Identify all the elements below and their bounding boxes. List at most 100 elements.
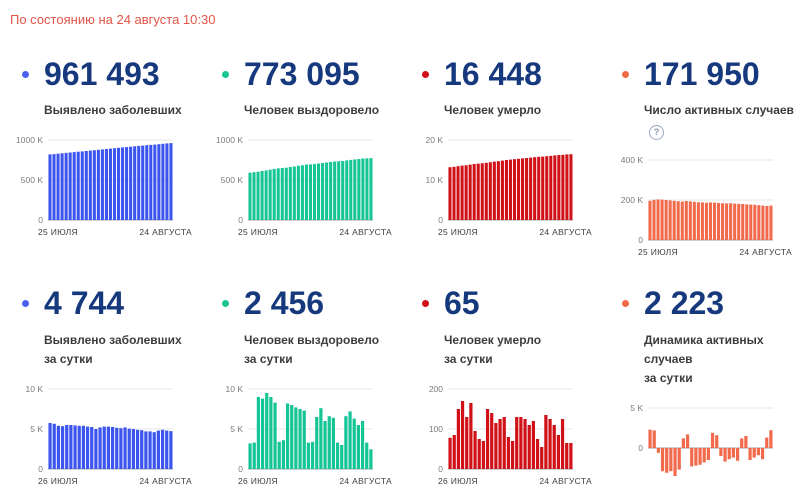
panel-confirmed-total: 961 493 Выявлено заболевших 1000 K 500 K 0… bbox=[10, 56, 210, 260]
svg-text:25 ИЮЛЯ: 25 ИЮЛЯ bbox=[238, 227, 278, 237]
svg-text:10 K: 10 K bbox=[26, 384, 44, 394]
svg-text:0: 0 bbox=[638, 235, 643, 245]
svg-text:26 ИЮЛЯ: 26 ИЮЛЯ bbox=[38, 476, 78, 486]
stat-label-line1: Человек выздоровело bbox=[244, 332, 380, 347]
stat-label-line2: за сутки bbox=[444, 351, 493, 366]
svg-text:10 K: 10 K bbox=[226, 384, 244, 394]
stat-label-line2: за сутки bbox=[244, 351, 293, 366]
svg-text:5 K: 5 K bbox=[630, 403, 643, 413]
stat-value: 65 bbox=[444, 285, 480, 322]
svg-text:500 K: 500 K bbox=[221, 175, 244, 185]
accent-dot-icon bbox=[22, 71, 29, 79]
stat-value: 4 744 bbox=[44, 285, 125, 322]
stat-label: Человек умерло за сутки bbox=[444, 331, 610, 369]
stat-label: Человек выздоровело за сутки bbox=[244, 331, 410, 369]
accent-dot-icon bbox=[622, 71, 629, 79]
deaths-total-chart[interactable]: 20 K 10 K 0 25 ИЮЛЯ 24 АВГУСТА bbox=[410, 128, 610, 240]
confirmed-daily-chart[interactable]: 10 K 5 K 0 26 ИЮЛЯ 24 АВГУСТА bbox=[10, 377, 210, 489]
stat-label-line1: Динамика активных случаев bbox=[644, 332, 764, 366]
stat-label-text: Число активных случаев bbox=[644, 103, 794, 118]
svg-text:25 ИЮЛЯ: 25 ИЮЛЯ bbox=[438, 227, 478, 237]
stat-label: Выявлено заболевших bbox=[44, 101, 210, 120]
accent-dot-icon bbox=[22, 300, 29, 308]
svg-text:24 АВГУСТА: 24 АВГУСТА bbox=[539, 227, 592, 237]
stat-value: 2 456 bbox=[244, 285, 325, 322]
stat-label-line1: Человек выздоровело bbox=[244, 103, 380, 118]
stat-label-line2: за сутки bbox=[44, 351, 93, 366]
stat-label-line2: за сутки bbox=[644, 370, 693, 385]
stats-grid: 961 493 Выявлено заболевших 1000 K 500 K 0… bbox=[10, 56, 800, 492]
stat-label: Выявлено заболевших за сутки bbox=[44, 331, 210, 369]
stat-label-line1: Человек умерло bbox=[444, 103, 542, 118]
headline: 4 744 bbox=[22, 286, 210, 321]
svg-text:0: 0 bbox=[38, 215, 43, 225]
panel-active-total: 171 950 Число активных случаев? 400 K 200… bbox=[610, 56, 800, 260]
headline: 2 456 bbox=[222, 286, 410, 321]
svg-text:200 K: 200 K bbox=[621, 195, 644, 205]
svg-text:24 АВГУСТА: 24 АВГУСТА bbox=[739, 247, 792, 257]
panel-active-dynamics: 2 223 Динамика активных случаев за сутки… bbox=[610, 286, 800, 492]
svg-text:0: 0 bbox=[38, 464, 43, 474]
svg-text:20 K: 20 K bbox=[426, 135, 444, 145]
recovered-total-chart[interactable]: 1000 K 500 K 0 25 ИЮЛЯ 24 АВГУСТА bbox=[210, 128, 410, 240]
svg-text:24 АВГУСТА: 24 АВГУСТА bbox=[339, 227, 392, 237]
as-of-date: По состоянию на 24 августа 10:30 bbox=[10, 12, 216, 27]
stat-label: Человек умерло bbox=[444, 101, 610, 120]
svg-text:0: 0 bbox=[638, 443, 643, 453]
confirmed-total-chart[interactable]: 1000 K 500 K 0 25 ИЮЛЯ 24 АВГУСТА bbox=[10, 128, 210, 240]
stat-label: Динамика активных случаев за сутки bbox=[644, 331, 800, 389]
svg-text:0: 0 bbox=[238, 464, 243, 474]
stat-label-line1: Число активных случаев? bbox=[644, 101, 800, 141]
svg-text:0: 0 bbox=[438, 215, 443, 225]
svg-text:24 АВГУСТА: 24 АВГУСТА bbox=[539, 476, 592, 486]
svg-text:24 АВГУСТА: 24 АВГУСТА bbox=[139, 476, 192, 486]
stat-value: 2 223 bbox=[644, 285, 725, 322]
accent-dot-icon bbox=[222, 300, 229, 308]
accent-dot-icon bbox=[422, 300, 429, 308]
svg-text:25 ИЮЛЯ: 25 ИЮЛЯ bbox=[638, 247, 678, 257]
svg-text:10 K: 10 K bbox=[426, 175, 444, 185]
svg-text:26 ИЮЛЯ: 26 ИЮЛЯ bbox=[238, 476, 278, 486]
stat-label-line1: Человек умерло bbox=[444, 332, 542, 347]
active-total-chart[interactable]: 400 K 200 K 0 25 ИЮЛЯ 24 АВГУСТА bbox=[610, 148, 800, 260]
accent-dot-icon bbox=[622, 300, 629, 308]
stat-value: 16 448 bbox=[444, 56, 542, 92]
help-icon[interactable]: ? bbox=[649, 125, 664, 141]
svg-text:24 АВГУСТА: 24 АВГУСТА bbox=[139, 227, 192, 237]
stat-value: 961 493 bbox=[44, 56, 160, 92]
panel-recovered-daily: 2 456 Человек выздоровело за сутки 10 K 5… bbox=[210, 286, 410, 492]
panel-deaths-total: 16 448 Человек умерло 20 K 10 K 0 25 ИЮЛЯ 24… bbox=[410, 56, 610, 260]
panel-confirmed-daily: 4 744 Выявлено заболевших за сутки 10 K 5… bbox=[10, 286, 210, 492]
accent-dot-icon bbox=[222, 71, 229, 79]
svg-text:100: 100 bbox=[429, 424, 443, 434]
stat-value: 773 095 bbox=[244, 56, 360, 92]
headline: 16 448 bbox=[422, 56, 610, 92]
recovered-daily-chart[interactable]: 10 K 5 K 0 26 ИЮЛЯ 24 АВГУСТА bbox=[210, 377, 410, 489]
svg-text:5 K: 5 K bbox=[230, 424, 243, 434]
svg-text:200: 200 bbox=[429, 384, 443, 394]
stat-label: Число активных случаев? bbox=[644, 101, 800, 141]
headline: 65 bbox=[422, 286, 610, 321]
panel-deaths-daily: 65 Человек умерло за сутки 200 100 0 26 ИЮЛ… bbox=[410, 286, 610, 492]
svg-text:5 K: 5 K bbox=[30, 424, 43, 434]
svg-text:400 K: 400 K bbox=[621, 155, 644, 165]
svg-text:0: 0 bbox=[438, 464, 443, 474]
headline: 171 950 bbox=[622, 56, 800, 92]
svg-text:25 ИЮЛЯ: 25 ИЮЛЯ bbox=[38, 227, 78, 237]
svg-text:24 АВГУСТА: 24 АВГУСТА bbox=[339, 476, 392, 486]
accent-dot-icon bbox=[422, 71, 429, 79]
deaths-daily-chart[interactable]: 200 100 0 26 ИЮЛЯ 24 АВГУСТА bbox=[410, 377, 610, 489]
svg-text:0: 0 bbox=[238, 215, 243, 225]
svg-text:500 K: 500 K bbox=[21, 175, 44, 185]
stat-label-line1: Выявлено заболевших bbox=[44, 103, 182, 118]
stat-label: Человек выздоровело bbox=[244, 101, 410, 120]
stat-value: 171 950 bbox=[644, 56, 760, 92]
headline: 2 223 bbox=[622, 286, 800, 321]
headline: 961 493 bbox=[22, 56, 210, 92]
panel-recovered-total: 773 095 Человек выздоровело 1000 K 500 K 0… bbox=[210, 56, 410, 260]
stat-label-line1: Выявлено заболевших bbox=[44, 332, 182, 347]
headline: 773 095 bbox=[222, 56, 410, 92]
svg-text:1000 K: 1000 K bbox=[216, 135, 243, 145]
